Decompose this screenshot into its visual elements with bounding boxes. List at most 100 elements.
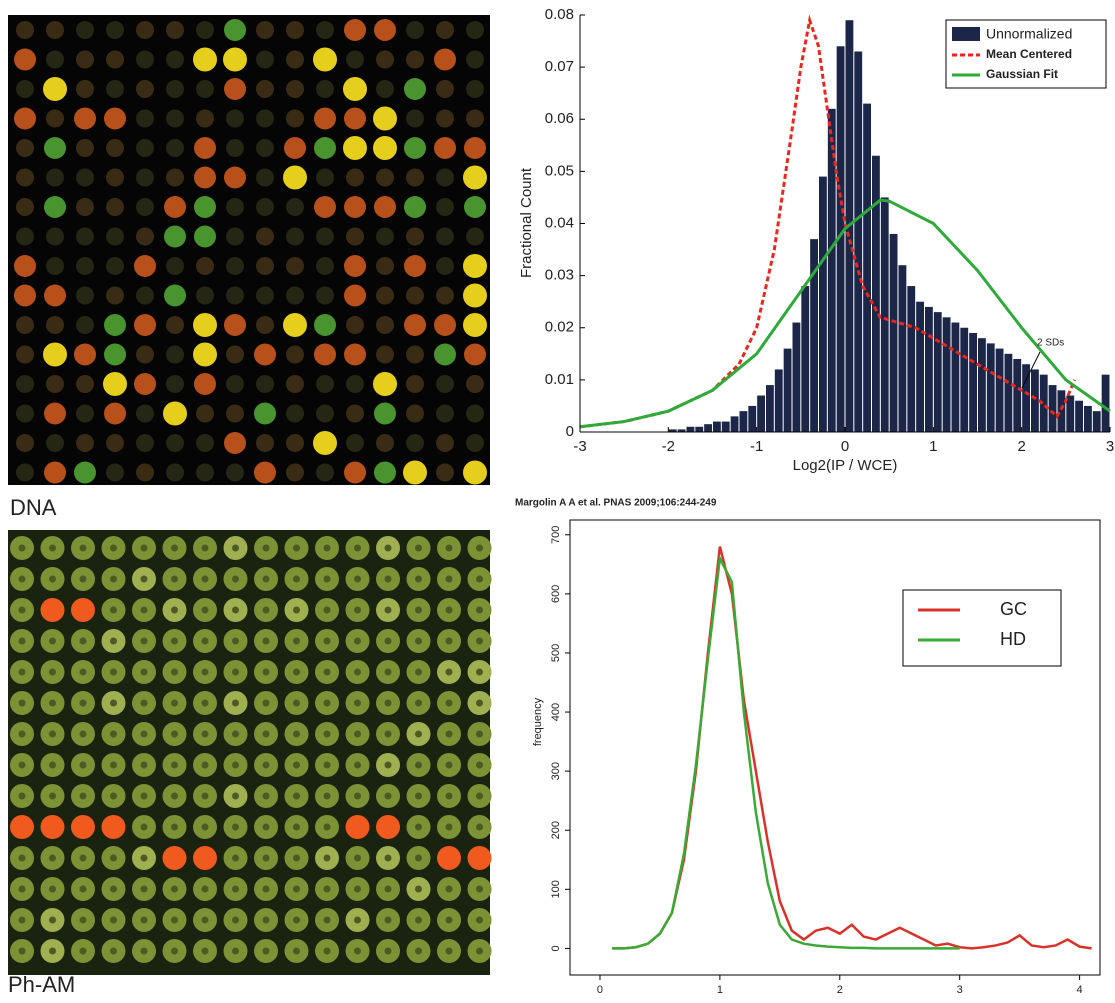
bar (952, 323, 960, 432)
spot-core (476, 545, 483, 552)
spot (104, 314, 126, 336)
spot-core (171, 731, 178, 738)
bar (784, 349, 792, 432)
spot-core (415, 948, 422, 955)
y-tick-label: 400 (550, 703, 562, 721)
spot-core (19, 700, 26, 707)
spot (316, 21, 334, 39)
spot-core (232, 669, 239, 676)
spot (136, 198, 154, 216)
spot-core (415, 886, 422, 893)
spot (436, 228, 454, 246)
spot (468, 846, 492, 870)
x-tick-label: 1 (717, 984, 723, 996)
spot-core (476, 824, 483, 831)
spot (106, 80, 124, 98)
spot-core (293, 917, 300, 924)
spot-core (446, 576, 453, 583)
spot (404, 255, 426, 277)
spot (406, 110, 424, 128)
spot (286, 464, 304, 482)
spot (166, 375, 184, 393)
spot (316, 375, 334, 393)
spot-core (354, 948, 361, 955)
spot-core (293, 576, 300, 583)
x-tick-label: 0 (841, 438, 849, 455)
spot (46, 434, 64, 452)
spot-core (202, 576, 209, 583)
spot-core (446, 669, 453, 676)
plot-box (570, 520, 1100, 975)
spot-core (415, 700, 422, 707)
spot-core (232, 576, 239, 583)
spot (76, 80, 94, 98)
spot-core (202, 607, 209, 614)
spot-core (293, 762, 300, 769)
bar (1066, 396, 1074, 432)
spot (436, 169, 454, 187)
bar (819, 177, 827, 432)
spot (313, 48, 337, 72)
spot (316, 228, 334, 246)
spot (376, 80, 394, 98)
bar (1102, 375, 1110, 432)
spot (76, 257, 94, 275)
spot-core (19, 855, 26, 862)
y-tick-label: 0.07 (545, 58, 574, 75)
spot-core (141, 669, 148, 676)
bar (766, 385, 774, 432)
spot (316, 257, 334, 275)
bar (854, 51, 862, 432)
spot (286, 80, 304, 98)
spot (44, 462, 66, 484)
x-tick-label: -2 (662, 438, 675, 455)
y-tick-label: 0.04 (545, 214, 574, 231)
bar (890, 234, 898, 432)
bar (881, 197, 889, 432)
spot (256, 169, 274, 187)
bar (757, 396, 765, 432)
spot (256, 375, 274, 393)
spot (226, 110, 244, 128)
y-tick-label: 0.08 (545, 6, 574, 23)
spot-core (324, 824, 331, 831)
spot (256, 434, 274, 452)
spot (136, 80, 154, 98)
spot (376, 815, 400, 839)
spot (164, 285, 186, 307)
spot-core (80, 731, 87, 738)
legend-swatch (952, 27, 980, 41)
spot-core (415, 545, 422, 552)
spot (226, 464, 244, 482)
spot-core (171, 700, 178, 707)
spot (406, 434, 424, 452)
spot (344, 462, 366, 484)
spot-core (446, 948, 453, 955)
y-tick-label: 100 (550, 880, 562, 898)
dna-array-image (8, 15, 490, 485)
spot-core (476, 638, 483, 645)
spot-core (110, 886, 117, 893)
spot-core (385, 855, 392, 862)
spot-core (354, 855, 361, 862)
spot-core (385, 762, 392, 769)
spot-core (354, 576, 361, 583)
bar (1093, 411, 1101, 432)
spot-core (202, 886, 209, 893)
spot (434, 344, 456, 366)
spot (76, 198, 94, 216)
spot-core (232, 762, 239, 769)
y-axis-label: Fractional Count (518, 167, 535, 278)
bar (1049, 385, 1057, 432)
y-tick-label: 0.05 (545, 162, 574, 179)
spot (406, 405, 424, 423)
bar (713, 422, 721, 432)
bar (943, 317, 951, 432)
spot-core (415, 638, 422, 645)
spot (256, 287, 274, 305)
spot-core (141, 762, 148, 769)
bar (722, 422, 730, 432)
spot (74, 108, 96, 130)
y-tick-label: 0.03 (545, 267, 574, 284)
y-tick-label: 700 (550, 526, 562, 544)
